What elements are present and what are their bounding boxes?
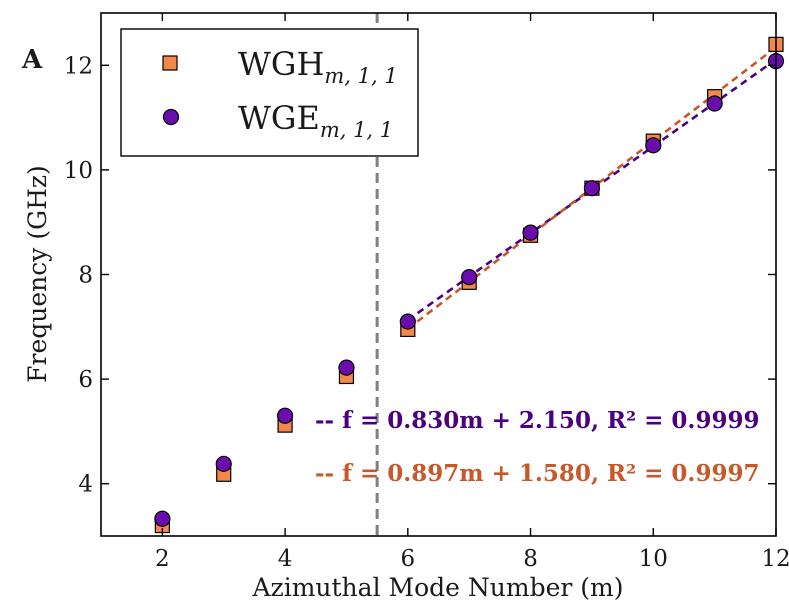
y-tick-label: 10 <box>64 158 93 184</box>
x-tick-label: 10 <box>639 546 668 572</box>
data-point-circle <box>399 313 416 330</box>
legend-marker-circle <box>162 108 180 126</box>
legend-label-wgh: WGH <box>238 45 324 83</box>
data-point-circle <box>522 224 539 241</box>
y-tick-label: 6 <box>78 367 93 393</box>
data-markers <box>154 36 785 534</box>
y-axis-label: Frequency (GHz) <box>23 165 52 383</box>
x-tick-label: 4 <box>278 546 293 572</box>
legend: WGHm, 1, 1 WGEm, 1, 1 <box>120 28 419 157</box>
axis-ticks: 2 4 6 8 10 12 4 6 8 10 12 <box>64 13 789 572</box>
data-point-circle <box>215 455 232 472</box>
data-point-circle <box>645 137 662 154</box>
x-tick-label: 8 <box>523 546 538 572</box>
panel-label: A <box>21 45 43 75</box>
fit-equation-wge: -- f = 0.830m + 2.150, R² = 0.9999 <box>315 407 759 434</box>
fit-equation-wgh: -- f = 0.897m + 1.580, R² = 0.9997 <box>315 460 759 487</box>
data-point-circle <box>706 95 723 112</box>
x-tick-label: 2 <box>155 546 170 572</box>
legend-entry-wge: WGEm, 1, 1 <box>238 99 393 142</box>
data-point-circle <box>154 510 171 527</box>
x-tick-label: 6 <box>400 546 415 572</box>
y-tick-label: 12 <box>64 53 93 79</box>
legend-entry-wgh: WGHm, 1, 1 <box>238 45 398 88</box>
legend-marker-square <box>162 55 178 71</box>
legend-box <box>120 28 419 157</box>
legend-subscript-wge: m, 1, 1 <box>320 118 393 142</box>
x-tick-label: 12 <box>761 546 789 572</box>
y-tick-label: 4 <box>78 472 93 498</box>
x-axis-label: Azimuthal Mode Number (m) <box>251 573 623 602</box>
data-point-circle <box>276 407 294 424</box>
data-point-circle <box>583 180 601 197</box>
legend-subscript-wgh: m, 1, 1 <box>324 64 397 88</box>
data-point-circle <box>338 359 355 376</box>
legend-label-wge: WGE <box>238 99 320 137</box>
y-tick-label: 8 <box>78 263 93 289</box>
data-point-circle <box>461 269 478 286</box>
